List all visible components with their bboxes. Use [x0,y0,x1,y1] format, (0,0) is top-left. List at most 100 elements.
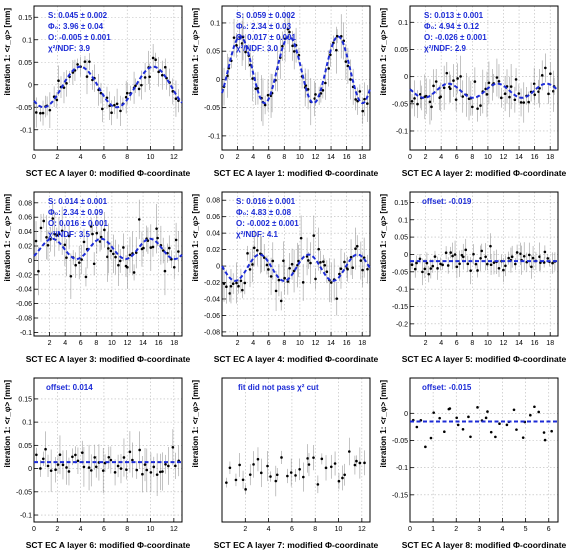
y-tick-label: 0 [28,258,32,265]
data-point [446,264,450,267]
data-point [65,82,68,85]
data-point [461,255,465,259]
data-point [469,435,472,439]
x-tick-label: 6 [102,526,106,533]
data-point [42,219,46,223]
data-point [519,252,522,256]
x-tick-label: 10 [296,340,304,347]
data-point [346,267,349,271]
x-axis-label: SCT EC A layer 0: modified Φ-coordinate [26,168,191,178]
data-point [472,252,475,256]
data-point [317,247,321,251]
data-point [458,262,461,266]
x-tick-label: 4 [79,526,83,533]
x-tick-label: 10 [335,526,343,533]
data-point [530,265,533,269]
data-point [101,469,105,472]
data-point [126,265,129,269]
data-point [63,243,67,247]
data-point [237,284,240,288]
fit-annotation: O: 0.016 ± 0.001 [48,219,109,228]
data-point [164,462,167,466]
x-tick-label: 2 [236,154,240,161]
data-point [48,108,52,112]
data-point [41,111,45,115]
data-point [427,272,431,276]
data-point [316,483,320,486]
data-point [95,231,99,235]
data-point [67,470,71,473]
data-point [354,247,357,250]
data-point [476,406,479,409]
x-axis-label: SCT EC A layer 7: modified Φ-coordinate [214,540,379,550]
y-tick-label: 0.15 [394,200,408,207]
data-point [283,276,286,280]
data-point [320,457,324,461]
x-tick-label: 0 [220,154,224,161]
data-point [531,256,535,260]
x-tick-label: 4 [251,340,255,347]
data-point [366,267,369,271]
data-point [335,297,339,300]
data-point [413,267,417,271]
data-point [271,259,275,263]
x-tick-label: 3 [477,526,481,533]
data-point [361,109,365,113]
data-point [248,473,252,476]
data-point [222,282,226,285]
data-point [128,450,132,454]
data-point [292,269,296,273]
y-tick-label: -0.1 [20,513,32,520]
x-tick-label: 4 [439,154,443,161]
y-tick-label: 0 [216,264,220,271]
data-point [305,255,309,258]
data-point [149,471,153,474]
data-point [544,66,547,70]
data-point [141,472,144,476]
data-point [517,92,521,95]
y-tick-label: -0.1 [20,127,32,134]
data-point [443,430,446,434]
y-tick-label: 0.08 [18,200,32,207]
data-point [137,87,141,91]
y-tick-label: 0.02 [18,244,32,251]
fit-annotation: χ²/NDF: 2.9 [424,44,466,53]
data-point [329,281,333,284]
fit-annotation: Φ₀: 2.34 ± 0.09 [48,208,104,217]
data-point [325,270,329,274]
data-point [229,284,233,288]
x-tick-label: 8 [282,340,286,347]
data-point [238,463,241,467]
y-tick-label: 0.08 [206,198,220,205]
data-point [484,416,488,420]
x-tick-label: 2 [55,526,59,533]
data-point [508,95,511,99]
data-point [131,458,134,462]
x-axis-label: SCT EC A layer 6: modified Φ-coordinate [26,540,191,550]
data-point [60,229,64,233]
data-point [269,475,272,478]
data-point [469,269,473,272]
data-point [244,488,247,491]
data-point [424,445,427,449]
y-tick-label: 0 [28,466,32,473]
data-point [254,87,258,90]
data-point [135,468,139,472]
x-tick-label: 8 [125,154,129,161]
data-point [344,60,348,63]
data-point [61,463,65,467]
data-point [322,260,325,263]
x-tick-label: 16 [531,154,539,161]
data-point [339,267,343,270]
data-point [521,436,525,439]
data-point [49,469,53,472]
data-point [456,423,460,427]
data-point [519,101,523,104]
data-point [329,53,332,57]
data-point [509,85,513,88]
data-point [151,245,155,249]
x-tick-label: 8 [125,526,129,533]
y-tick-label: -0.1 [20,330,32,337]
x-tick-label: 8 [282,154,286,161]
